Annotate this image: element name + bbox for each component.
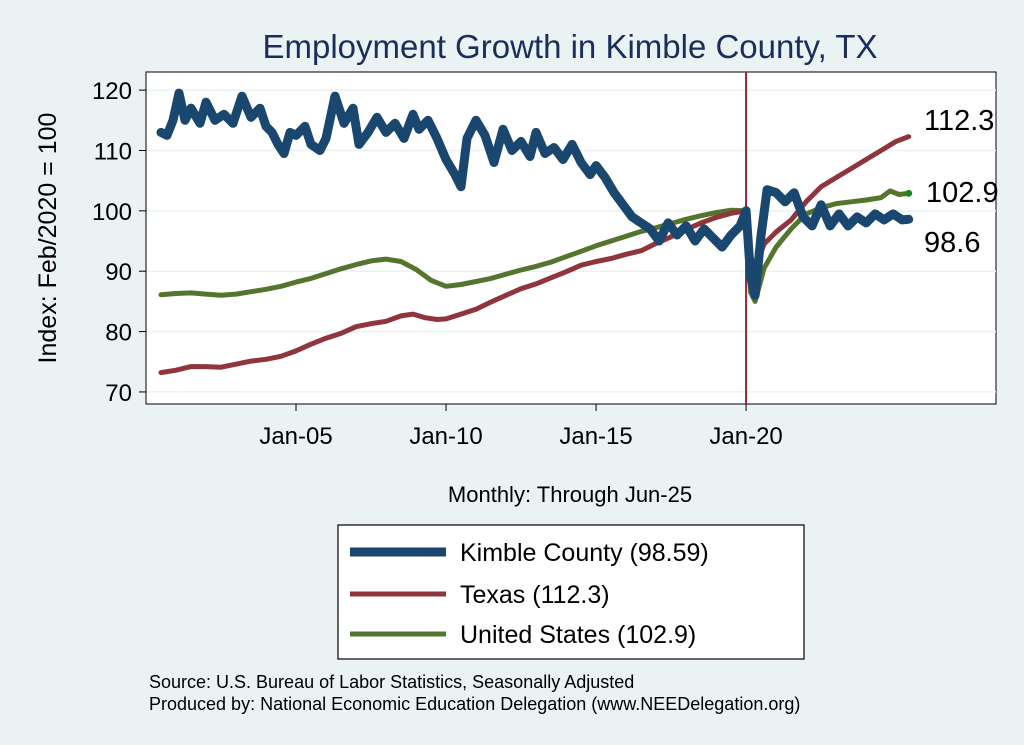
end-label-texas: 112.3: [924, 105, 994, 137]
source-line-2: Produced by: National Economic Education…: [149, 694, 800, 714]
legend: Kimble County (98.59) Texas (112.3) United…: [350, 539, 709, 649]
y-tick-label-90: 90: [105, 259, 132, 286]
y-tick-label-100: 100: [92, 199, 132, 226]
x-axis: Jan-05 Jan-10 Jan-15 Jan-20: [146, 403, 996, 450]
x-tick-label-Jan-15: Jan-15: [559, 423, 632, 450]
series-line-kimble-county: [156, 88, 914, 300]
end-labels: 98.6 112.3 102.9: [924, 105, 999, 259]
series-line-texas: [158, 134, 912, 376]
series-lines: [156, 88, 914, 376]
end-label-kimble-county: 98.6: [924, 227, 980, 259]
y-tick-label-110: 110: [94, 138, 132, 165]
y-axis-label: Index: Feb/2020 = 100: [34, 113, 62, 364]
x-tick-label-Jan-10: Jan-10: [409, 423, 482, 450]
x-tick-label-Jan-05: Jan-05: [259, 423, 332, 450]
source-line-1: Source: U.S. Bureau of Labor Statistics,…: [149, 672, 634, 692]
y-tick-label-70: 70: [105, 380, 132, 407]
chart-title: Employment Growth in Kimble County, TX: [262, 28, 877, 65]
x-axis-label: Monthly: Through Jun-25: [448, 482, 692, 507]
legend-label-1: Texas (112.3): [460, 581, 610, 609]
end-label-united-states: 102.9: [926, 177, 999, 209]
legend-label-2: United States (102.9): [460, 621, 696, 649]
y-axis: 70 80 90 100 110 120: [92, 72, 147, 407]
y-tick-label-80: 80: [105, 320, 132, 347]
series-line-united-states: [158, 188, 912, 304]
us-end-marker: [905, 189, 913, 197]
plot-area: [145, 71, 997, 405]
y-tick-label-120: 120: [92, 78, 132, 105]
legend-label-0: Kimble County (98.59): [460, 539, 709, 567]
x-tick-label-Jan-20: Jan-20: [709, 423, 782, 450]
